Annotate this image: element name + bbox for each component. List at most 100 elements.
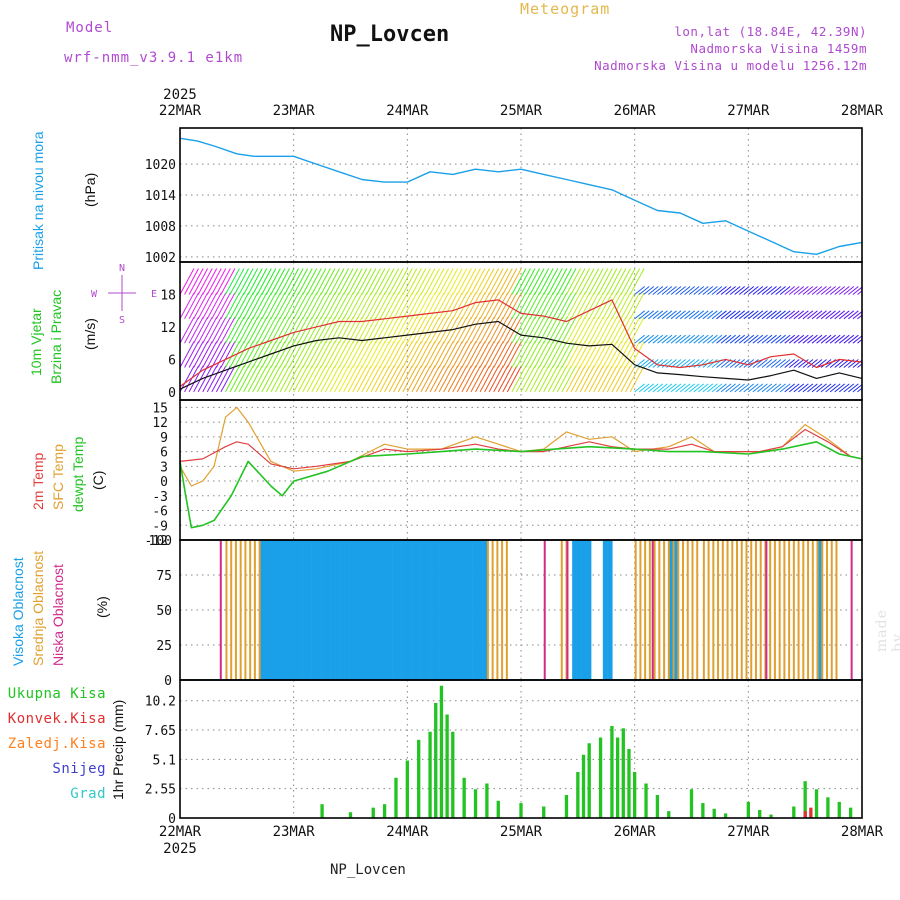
precip-bar <box>542 806 546 818</box>
precip-bar <box>496 800 500 818</box>
cloud-bar <box>458 540 464 680</box>
cloud-bar <box>653 540 656 680</box>
cloud-bar <box>850 540 853 680</box>
top-date-label: 23MAR <box>273 103 316 119</box>
bottom-date-label: 27MAR <box>727 824 770 840</box>
cloud-bar <box>581 540 587 680</box>
cloud-bar <box>234 540 237 680</box>
precip-bar <box>814 789 819 818</box>
cloud-bar <box>463 540 469 680</box>
wind-tick: 18 <box>160 288 176 303</box>
dewpt-line <box>179 440 863 529</box>
precip-bar <box>826 797 830 818</box>
precip-bar <box>382 804 387 818</box>
cloud-bar <box>316 540 322 680</box>
cloud-bar <box>330 540 336 680</box>
cloud-bar <box>811 540 814 680</box>
precip-bar <box>667 811 671 818</box>
cloud-bar <box>415 540 421 680</box>
top-date-label: 27MAR <box>727 103 770 119</box>
cloud-bar <box>721 540 724 680</box>
top-date-label: 26MAR <box>614 103 657 119</box>
precip-bar <box>712 808 716 818</box>
precip-tick: 5.1 <box>153 753 176 768</box>
bottom-date-label: 22MAR <box>159 824 202 840</box>
cloud-bar <box>754 540 757 680</box>
pressure-tick: 1020 <box>145 158 176 173</box>
precip-bar <box>462 777 466 818</box>
legend-snow: Snijeg <box>52 761 106 777</box>
precip-bar <box>394 777 398 818</box>
cloud-bar <box>482 540 488 680</box>
cloud-bar <box>430 540 436 680</box>
cloud-bar <box>264 540 270 680</box>
cloud-bar <box>745 540 748 680</box>
cloud-bar <box>467 540 473 680</box>
elevation-label: Nadmorska Visina 1459m <box>690 41 867 56</box>
cloud-bar <box>717 540 720 680</box>
cloud-tick: 50 <box>156 604 172 619</box>
cloud-bar <box>325 540 331 680</box>
cloud-bar <box>225 540 228 680</box>
model-name: wrf-nmm_v3.9.1 e1km <box>64 50 244 66</box>
precip-bar <box>451 731 455 818</box>
cloud-bar <box>359 540 365 680</box>
legend-hail: Grad <box>70 786 106 802</box>
cloud-bar <box>292 540 298 680</box>
cloud-bar <box>368 540 374 680</box>
cloud-bar <box>740 540 743 680</box>
cloud-bar <box>363 540 369 680</box>
cloud-bar <box>373 540 379 680</box>
cloud-bar <box>387 540 393 680</box>
temp-tick: -6 <box>152 505 168 520</box>
cloud-bar <box>663 540 666 680</box>
cloud-bar <box>672 540 675 680</box>
model-elevation-label: Nadmorska Visina u modelu 1256.12m <box>594 58 867 73</box>
bottom-year-label: 2025 <box>163 841 197 857</box>
cloud-bar <box>797 540 800 680</box>
cloud-bar <box>821 540 824 680</box>
cloud-bar <box>651 540 654 680</box>
cloud-bar <box>731 540 734 680</box>
cloud-bar <box>816 540 819 680</box>
cloud-bar <box>439 540 445 680</box>
bottom-date-label: 25MAR <box>500 824 543 840</box>
precip-bar <box>348 812 353 818</box>
temp-tick: -9 <box>152 519 168 534</box>
cloud-bar <box>736 540 739 680</box>
precip-bar <box>792 806 796 818</box>
cloud-bar <box>696 540 699 680</box>
cloud-bar <box>434 540 440 680</box>
cloud-bar <box>505 540 508 680</box>
cloud-bar <box>759 540 762 680</box>
conv-precip-bar <box>803 811 807 818</box>
cloud-bar <box>354 540 360 680</box>
cloud-tick: 75 <box>156 569 172 584</box>
cloud-bar <box>253 540 256 680</box>
cloud-bar <box>287 540 293 680</box>
precip-bar <box>769 814 773 818</box>
cloud-bar <box>750 540 753 680</box>
panel-frame <box>179 679 863 819</box>
precip-tick: 7.65 <box>145 724 176 739</box>
cloud-bar <box>576 540 582 680</box>
precip-bar <box>473 789 478 818</box>
precip-bar <box>633 772 637 818</box>
cloud-tick: 100 <box>149 534 172 549</box>
cloud-bar <box>306 540 312 680</box>
precip-bar <box>519 803 523 818</box>
cloud-bar <box>802 540 805 680</box>
cloud-bar <box>712 540 715 680</box>
pressure-tick: 1002 <box>145 251 176 266</box>
precip-bar <box>837 801 841 818</box>
precip-bar <box>445 714 449 818</box>
precip-bar <box>417 739 421 818</box>
precip-bar <box>405 760 409 818</box>
cloud-bar <box>634 540 637 680</box>
cloud-bar <box>773 540 776 680</box>
cloud-bar <box>668 540 674 680</box>
cloud-bar <box>486 540 489 680</box>
cloud-bar <box>321 540 327 680</box>
model-label: Model <box>66 20 114 36</box>
